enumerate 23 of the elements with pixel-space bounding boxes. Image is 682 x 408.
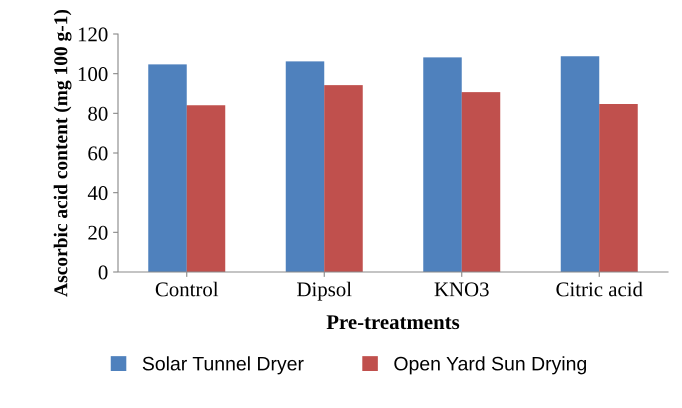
bar: [186, 105, 226, 272]
legend-label: Open Yard Sun Drying: [394, 356, 586, 374]
x-axis-title: Pre-treatments: [326, 315, 460, 330]
bar: [599, 104, 638, 272]
bar: [423, 57, 462, 272]
bar: [148, 64, 187, 272]
y-tick-label: 100: [78, 67, 108, 82]
bar: [462, 92, 500, 272]
x-tick-label: KNO3: [434, 282, 489, 296]
x-tick-label: Control: [156, 282, 218, 296]
bar: [286, 61, 324, 272]
y-tick-label: 120: [78, 27, 108, 42]
y-axis-title: Ascorbic acid content (mg 100 g-1): [54, 10, 72, 297]
y-tick-label: 0: [98, 265, 108, 280]
bar: [560, 56, 600, 272]
x-tick-label: Citric acid: [556, 282, 643, 296]
x-tick-label: Dipsol: [297, 282, 352, 301]
y-tick-label: 20: [88, 226, 108, 240]
y-tick-label: 40: [88, 186, 108, 200]
y-tick-label: 60: [88, 146, 108, 160]
y-tick-label: 80: [88, 106, 108, 121]
bar: [324, 85, 363, 272]
legend-label: Solar Tunnel Dryer: [142, 356, 304, 374]
